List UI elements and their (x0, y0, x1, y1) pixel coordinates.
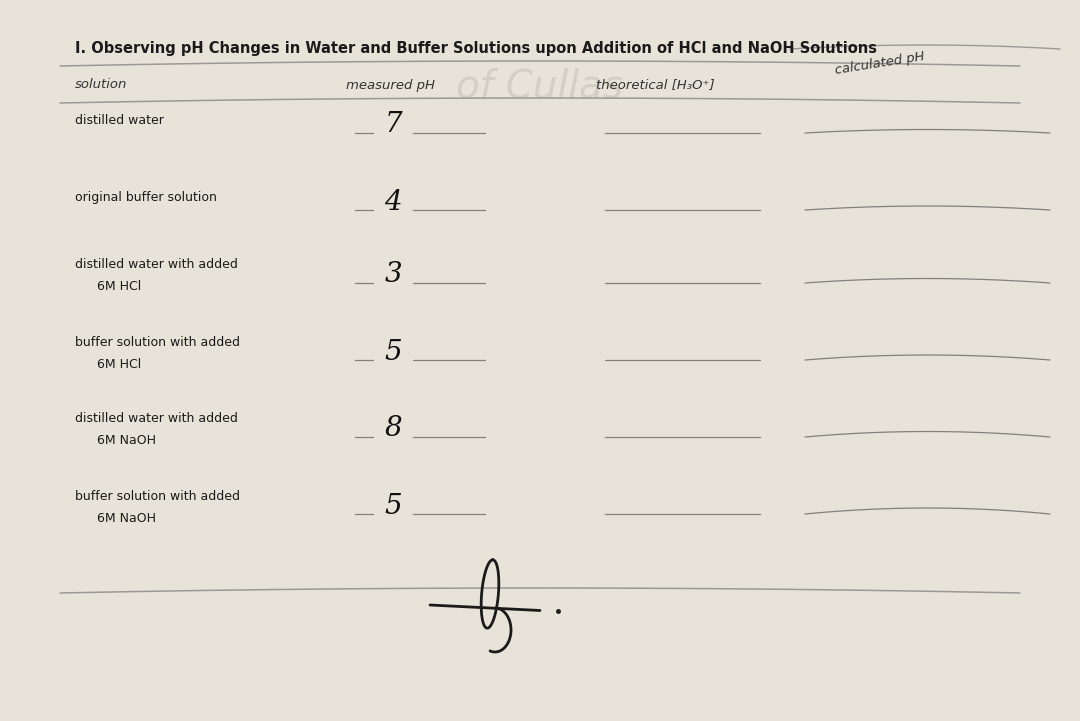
Text: of Cullas: of Cullas (457, 67, 623, 105)
Text: buffer solution with added: buffer solution with added (75, 490, 240, 503)
Text: buffer solution with added: buffer solution with added (75, 335, 240, 348)
Text: theoretical [H₃O⁺]: theoretical [H₃O⁺] (596, 79, 714, 92)
Text: distilled water: distilled water (75, 115, 164, 128)
Text: 6M HCl: 6M HCl (97, 358, 141, 371)
Text: 3: 3 (384, 262, 402, 288)
Text: 5: 5 (384, 338, 402, 366)
Text: 6M HCl: 6M HCl (97, 280, 141, 293)
Text: 7: 7 (384, 112, 402, 138)
Text: measured pH: measured pH (346, 79, 434, 92)
Text: distilled water with added: distilled water with added (75, 259, 238, 272)
Text: 5: 5 (384, 492, 402, 520)
Text: original buffer solution: original buffer solution (75, 192, 217, 205)
Text: I. Observing pH Changes in Water and Buffer Solutions upon Addition of HCl and N: I. Observing pH Changes in Water and Buf… (75, 41, 877, 56)
Text: distilled water with added: distilled water with added (75, 412, 238, 425)
Text: 8: 8 (384, 415, 402, 443)
Text: calculated pH: calculated pH (834, 50, 926, 76)
Text: 6M NaOH: 6M NaOH (97, 435, 156, 448)
Text: 4: 4 (384, 188, 402, 216)
Text: 6M NaOH: 6M NaOH (97, 511, 156, 524)
Text: solution: solution (75, 79, 127, 92)
